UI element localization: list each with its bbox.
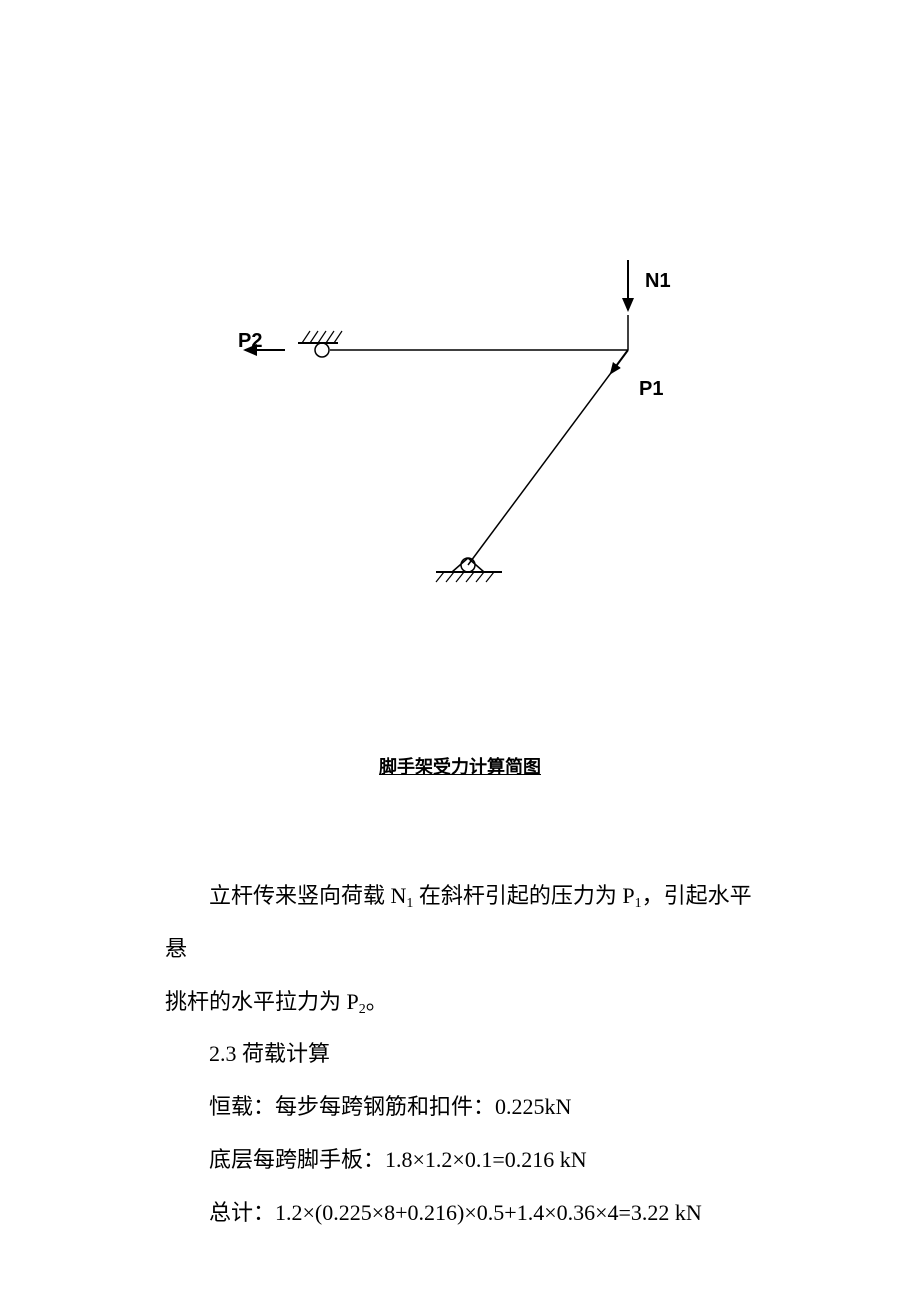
body-text: 立杆传来竖向荷载 N1 在斜杆引起的压力为 P1，引起水平悬 挑杆的水平拉力为 … (165, 870, 765, 1240)
pin-hatching (436, 572, 494, 582)
label-p2: P2 (238, 330, 262, 353)
paragraph-2: 挑杆的水平拉力为 P2。 (165, 976, 765, 1029)
sent1a: 立杆传来竖向荷载 N (209, 883, 406, 908)
force-diagram: N1 P1 P2 (220, 260, 690, 610)
sub-p1: 1 (635, 896, 642, 911)
line-6: 总计：1.2×(0.225×8+0.216)×0.5+1.4×0.36×4=3.… (165, 1187, 765, 1240)
roller-support (315, 343, 329, 357)
diagonal-member (468, 350, 628, 565)
line-3: 2.3 荷载计算 (165, 1028, 765, 1081)
sub-n1: 1 (406, 896, 413, 911)
sent2a: 挑杆的水平拉力为 P (165, 989, 359, 1014)
paragraph-1: 立杆传来竖向荷载 N1 在斜杆引起的压力为 P1，引起水平悬 (165, 870, 765, 976)
label-n1: N1 (645, 270, 671, 293)
diagram-svg (220, 260, 690, 610)
sent2b: 。 (366, 989, 388, 1014)
p1-arrow (611, 350, 628, 373)
sent1b: 在斜杆引起的压力为 P (413, 883, 634, 908)
line-5: 底层每跨脚手板：1.8×1.2×0.1=0.216 kN (165, 1134, 765, 1187)
diagram-caption: 脚手架受力计算简图 (0, 753, 920, 779)
line-4: 恒载：每步每跨钢筋和扣件：0.225kN (165, 1081, 765, 1134)
label-p1: P1 (639, 378, 663, 401)
roller-hatching (302, 331, 342, 343)
sub-p2: 2 (359, 1002, 366, 1017)
